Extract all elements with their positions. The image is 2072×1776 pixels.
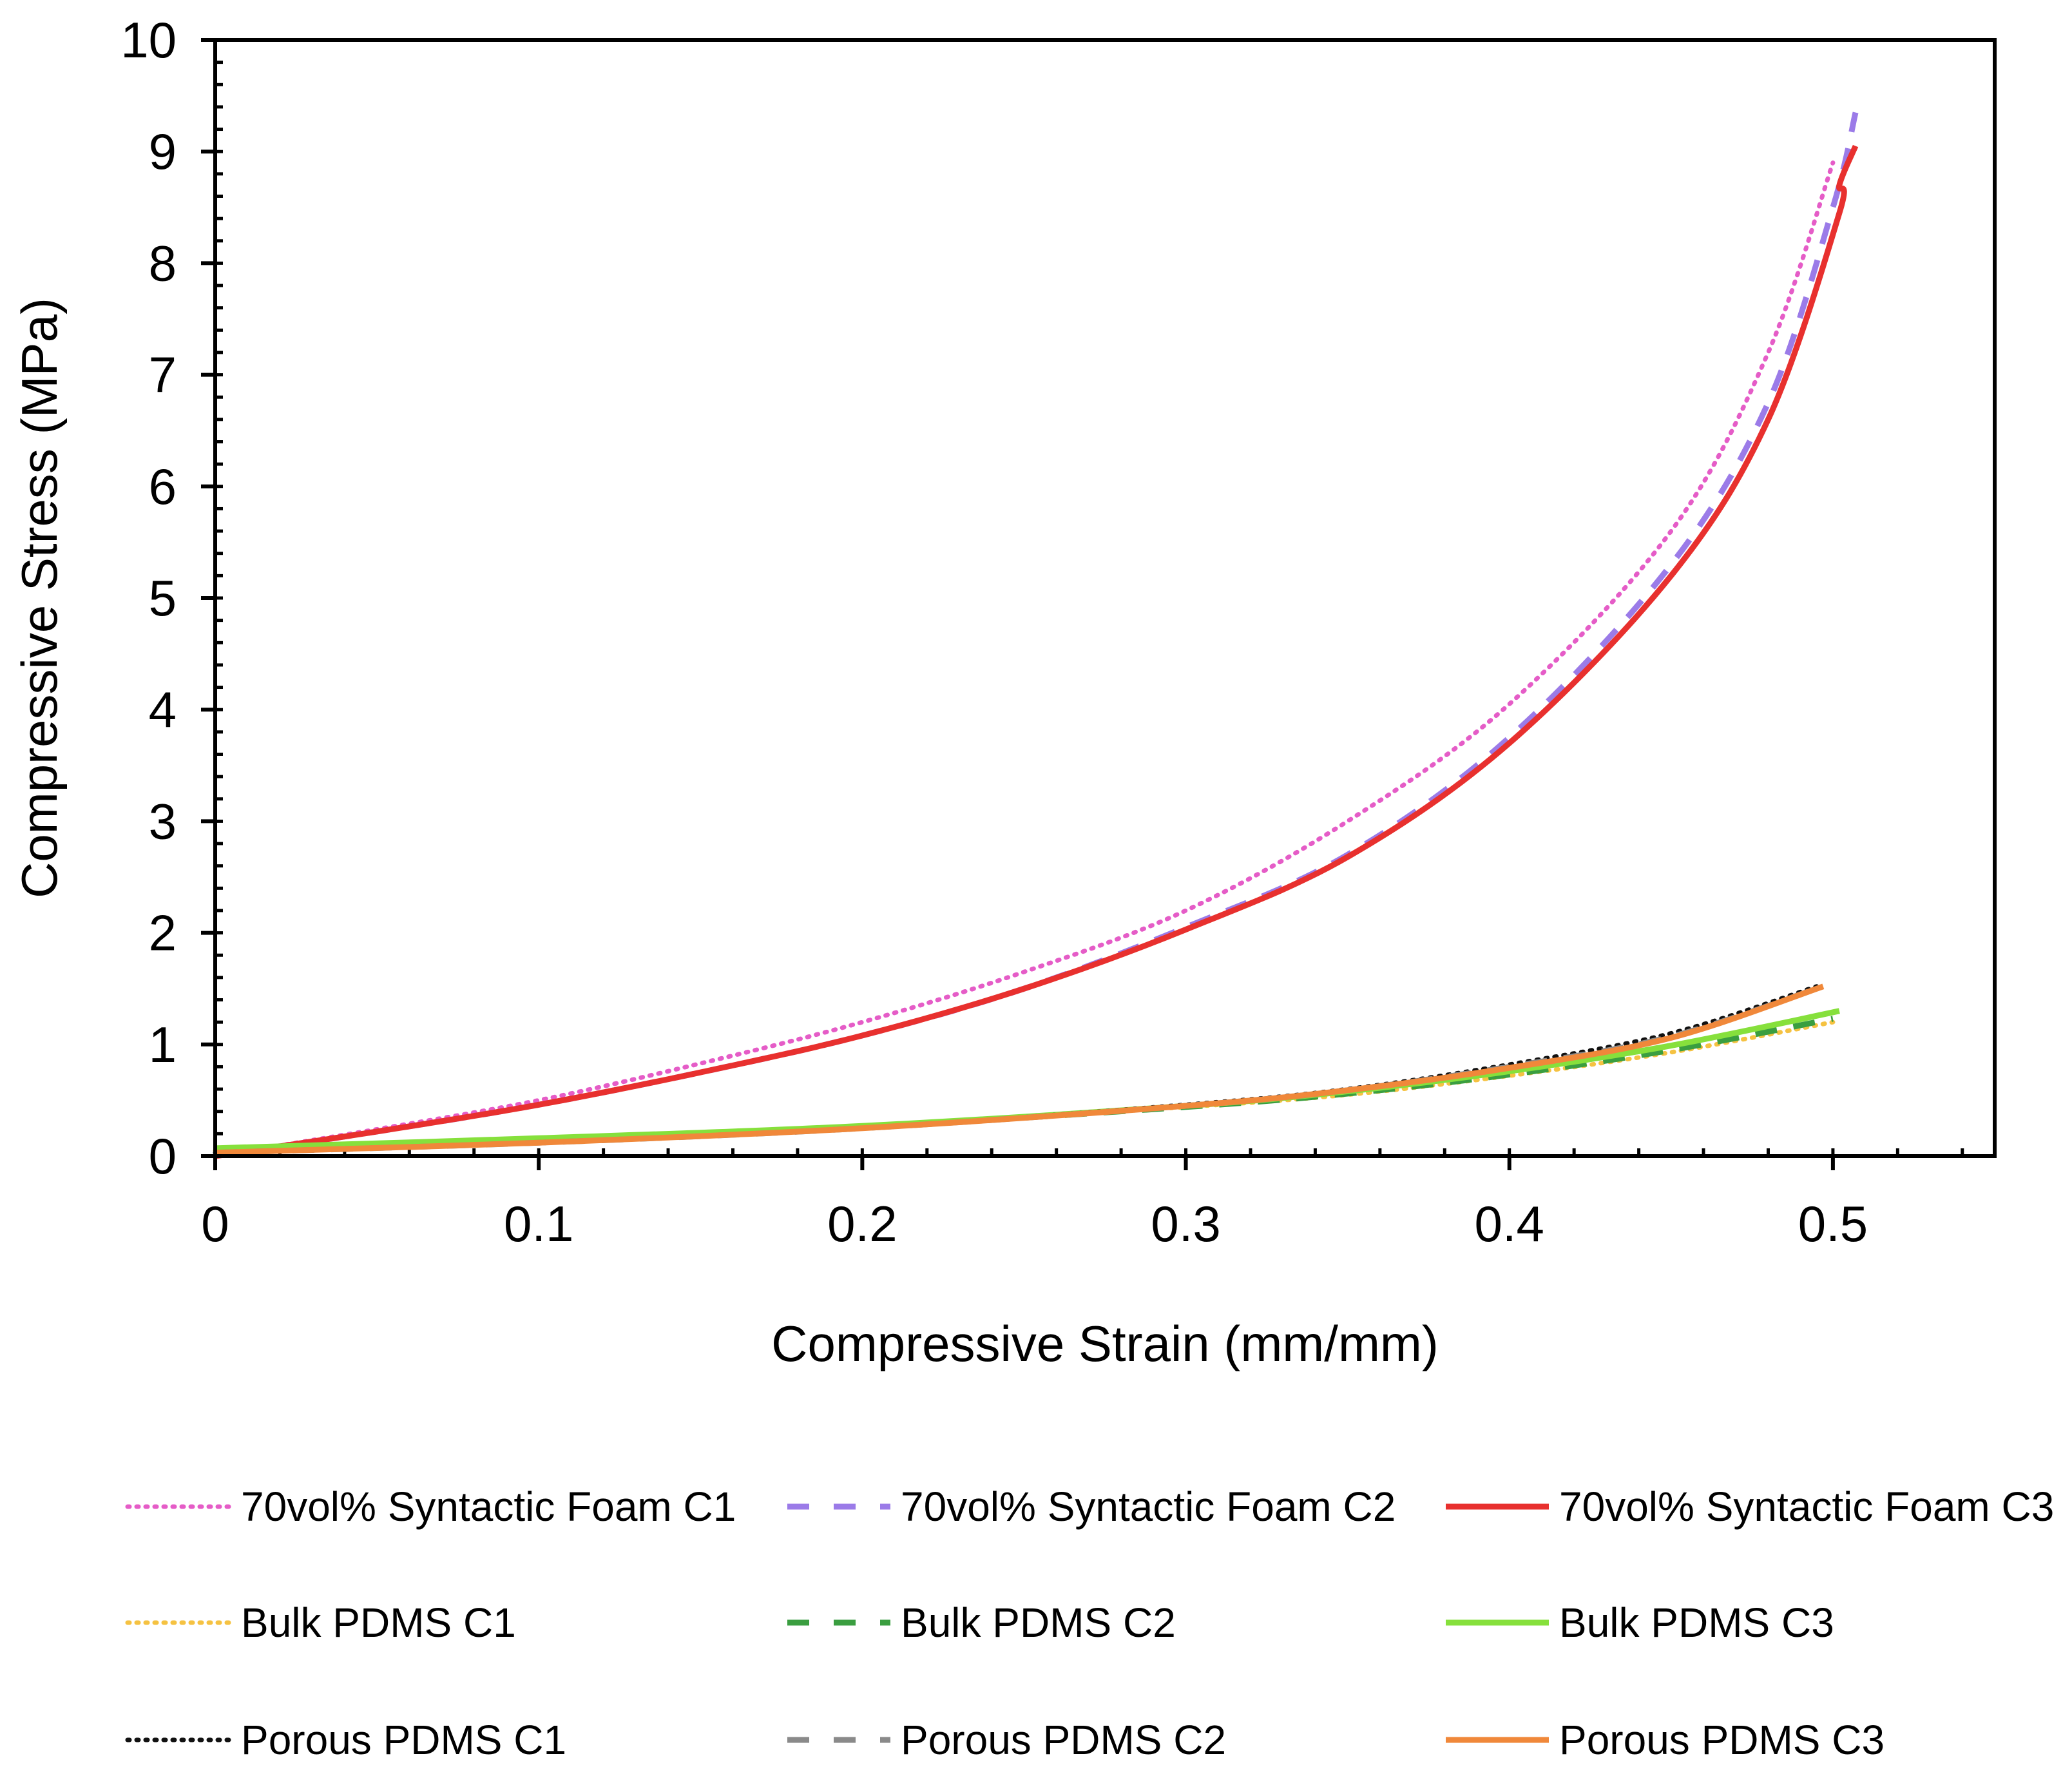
y-tick-label: 5 — [149, 570, 177, 626]
legend-item-5: Bulk PDMS C2 — [787, 1599, 1176, 1646]
series-line-3 — [215, 144, 1859, 1159]
legend-label: Bulk PDMS C2 — [901, 1599, 1176, 1646]
y-tick-label: 1 — [149, 1016, 177, 1073]
legend-label: 70vol% Syntactic Foam C3 — [1559, 1483, 2054, 1530]
x-tick-label: 0.5 — [1798, 1195, 1868, 1252]
series-line-9 — [215, 983, 1825, 1156]
legend-item-1: 70vol% Syntactic Foam C1 — [125, 1483, 736, 1530]
legend-label: Bulk PDMS C3 — [1559, 1599, 1834, 1646]
y-tick-label: 0 — [149, 1128, 177, 1184]
legend-label: 70vol% Syntactic Foam C1 — [241, 1483, 736, 1530]
legend-label: Porous PDMS C1 — [241, 1717, 566, 1763]
legend-item-8: Porous PDMS C2 — [787, 1717, 1226, 1763]
y-tick-label: 9 — [149, 123, 177, 180]
y-tick-label: 8 — [149, 235, 177, 291]
y-tick-label: 7 — [149, 347, 177, 403]
y-tick-label: 3 — [149, 793, 177, 849]
plot-area-series — [213, 111, 1859, 1159]
x-tick-label: 0.3 — [1151, 1195, 1220, 1252]
x-tick-label: 0.4 — [1475, 1195, 1544, 1252]
minor-ticks — [213, 38, 1964, 1158]
legend-item-4: Bulk PDMS C1 — [125, 1599, 516, 1646]
x-tick-label: 0.2 — [827, 1195, 897, 1252]
series-line-1 — [213, 160, 1836, 1159]
series-line-8 — [215, 983, 1825, 1156]
series-line-6 — [215, 1008, 1840, 1152]
axis-ticks: 0 0.1 0.2 0.3 0.4 0.5 0 1 2 3 4 5 6 7 8 9 10 — [120, 12, 1868, 1252]
x-tick-label: 0.1 — [504, 1195, 573, 1252]
legend-item-7: Porous PDMS C1 — [125, 1717, 566, 1763]
y-tick-label: 2 — [149, 905, 177, 961]
legend-item-2: 70vol% Syntactic Foam C2 — [787, 1483, 1396, 1530]
legend-item-3: 70vol% Syntactic Foam C3 — [1446, 1483, 2054, 1530]
legend-label: Porous PDMS C3 — [1559, 1717, 1885, 1763]
series-line-4 — [213, 1019, 1836, 1153]
series-line-7 — [213, 984, 1819, 1155]
legend-label: Porous PDMS C2 — [901, 1717, 1226, 1763]
legend-item-6: Bulk PDMS C3 — [1446, 1599, 1834, 1646]
x-tick-label: 0 — [201, 1195, 229, 1252]
legend-label: 70vol% Syntactic Foam C2 — [901, 1483, 1396, 1530]
y-axis-title: Compressive Stress (MPa) — [11, 298, 68, 898]
legend: 70vol% Syntactic Foam C1 70vol% Syntactic… — [125, 1483, 2054, 1763]
series-line-5 — [215, 1016, 1834, 1153]
y-tick-label: 4 — [149, 681, 177, 738]
plot-frame — [213, 38, 1997, 1158]
legend-label: Bulk PDMS C1 — [241, 1599, 516, 1646]
y-tick-label: 6 — [149, 458, 177, 515]
y-tick-label: 10 — [120, 12, 177, 68]
legend-item-9: Porous PDMS C3 — [1446, 1717, 1885, 1763]
x-axis-title: Compressive Strain (mm/mm) — [771, 1315, 1439, 1372]
series-line-2 — [215, 111, 1859, 1159]
